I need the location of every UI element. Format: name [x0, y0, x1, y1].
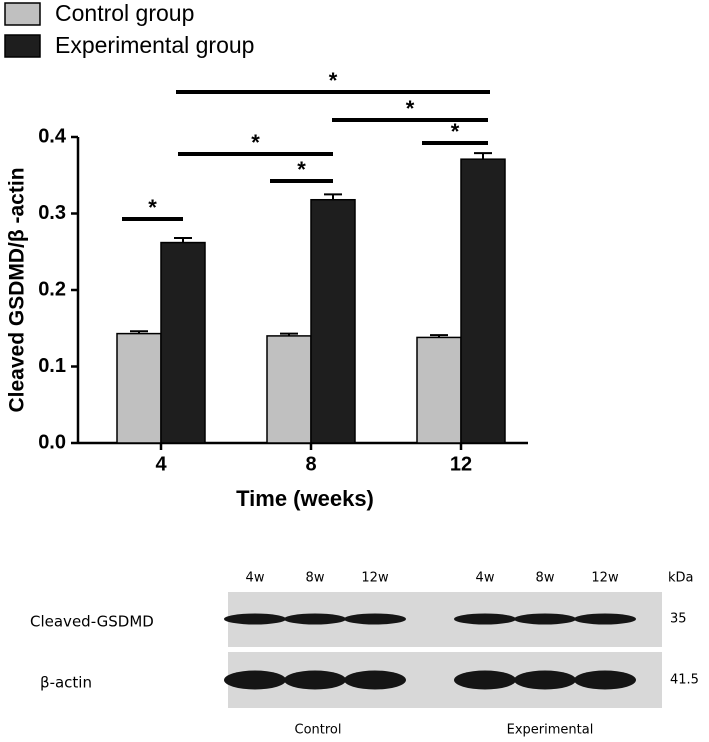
bar	[460, 158, 506, 444]
x-tick-label: 12	[450, 453, 472, 475]
bar	[416, 336, 462, 444]
y-tick-label: 0.1	[38, 355, 66, 377]
kda-label: 41.5	[670, 673, 699, 688]
bar	[160, 241, 206, 444]
blot-band	[514, 613, 576, 625]
significance-label: *	[148, 195, 157, 220]
blot-band	[574, 613, 636, 625]
lane-label: 12w	[591, 571, 619, 586]
legend-label: Experimental group	[55, 32, 254, 58]
y-tick-label: 0.4	[38, 125, 67, 147]
legend-swatch	[4, 2, 41, 26]
y-tick-label: 0.2	[38, 278, 66, 300]
kda-label: 35	[670, 612, 687, 627]
bar	[310, 198, 356, 444]
lane-label: 8w	[306, 571, 325, 586]
group-label: Control	[295, 723, 342, 738]
bar	[116, 332, 162, 444]
blot-band	[224, 613, 286, 625]
significance-label: *	[451, 119, 460, 144]
x-tick-label: 4	[155, 453, 167, 475]
significance-label: *	[251, 130, 260, 155]
blot-band	[514, 670, 576, 690]
lane-label: 8w	[536, 571, 555, 586]
significance-label: *	[329, 68, 338, 93]
unit-label: kDa	[668, 571, 694, 586]
lane-label: 4w	[246, 571, 265, 586]
row-label: Cleaved-GSDMD	[30, 613, 154, 631]
lane-label: 4w	[476, 571, 495, 586]
x-tick-label: 8	[305, 453, 316, 475]
row-label: β-actin	[40, 674, 92, 692]
bar	[266, 335, 312, 444]
lane-label: 12w	[361, 571, 389, 586]
blot-band	[344, 613, 406, 625]
blot-band	[344, 670, 406, 690]
x-axis-label: Time (weeks)	[236, 486, 374, 511]
blot-band	[224, 670, 286, 690]
blot-band	[284, 670, 346, 690]
blot-band	[454, 613, 516, 625]
blot-band	[284, 613, 346, 625]
y-tick-label: 0.3	[38, 202, 66, 224]
legend-swatch	[4, 34, 41, 58]
blot-band	[454, 670, 516, 690]
significance-label: *	[406, 96, 415, 121]
y-axis-label: Cleaved GSDMD/β -actin	[6, 167, 29, 412]
blot-band	[574, 670, 636, 690]
y-tick-label: 0.0	[38, 431, 66, 453]
group-label: Experimental	[507, 723, 594, 738]
legend-label: Control group	[55, 0, 194, 26]
significance-label: *	[297, 157, 306, 182]
